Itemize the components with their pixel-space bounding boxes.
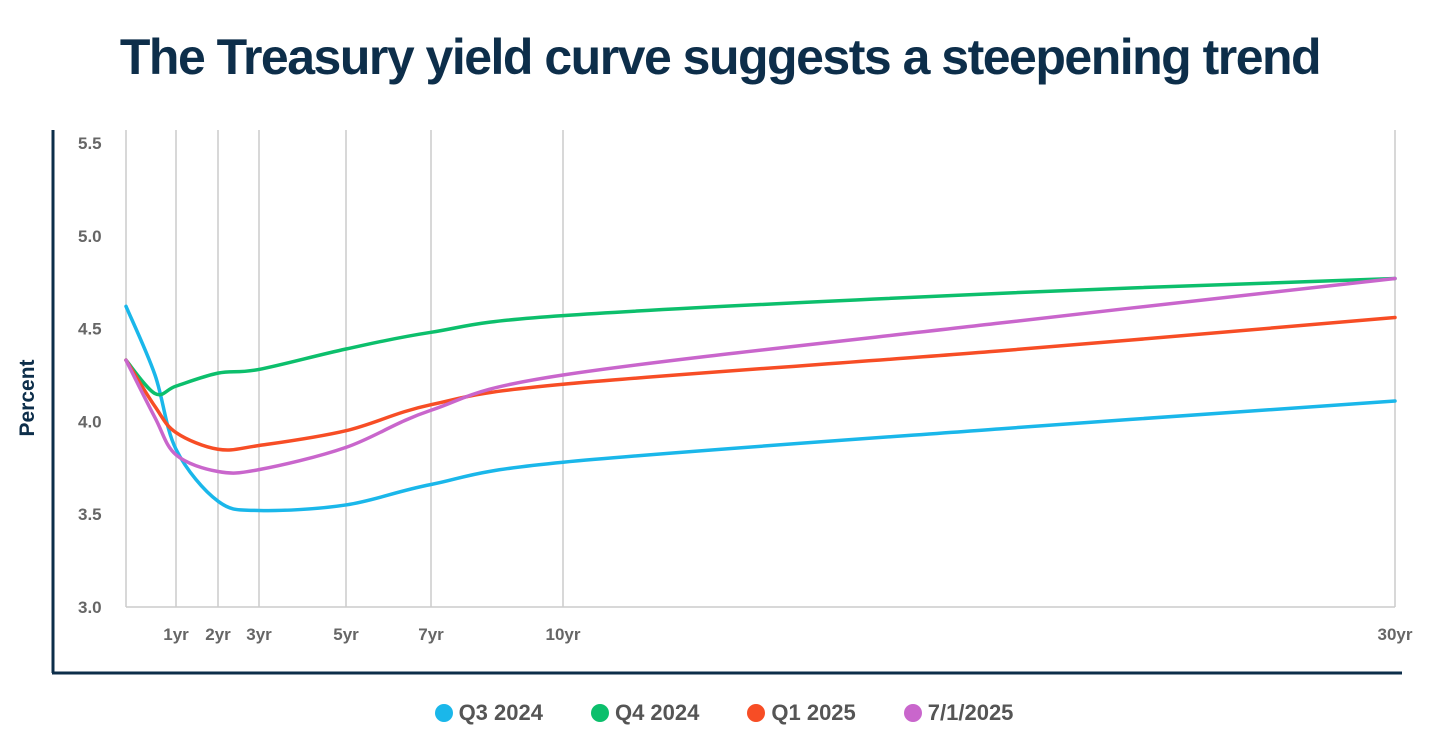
legend-dot-icon	[590, 704, 609, 722]
legend-label: 7/1/2025	[927, 700, 1014, 725]
x-tick-label: 3yr	[246, 625, 272, 644]
legend: Q3 2024 Q4 2024 Q1 2025 7/1/2025	[0, 700, 1440, 726]
legend-item: Q1 2025	[747, 700, 856, 726]
x-tick-label: 1yr	[163, 625, 189, 644]
legend-dot-icon	[903, 704, 922, 722]
y-tick-label: 3.0	[78, 598, 102, 617]
series-line-0	[124, 304, 1397, 513]
series-line-3	[124, 276, 1397, 475]
legend-dot-icon	[434, 704, 453, 722]
x-tick-label: 30yr	[1378, 625, 1413, 644]
y-axis-label: Percent	[16, 359, 39, 436]
legend-item: Q4 2024	[590, 700, 700, 726]
x-tick-label: 10yr	[546, 625, 581, 644]
y-tick-label: 4.0	[78, 412, 102, 431]
series-line-1	[124, 276, 1397, 397]
legend-label: Q3 2024	[458, 700, 543, 725]
legend-dot-icon	[747, 704, 766, 722]
y-tick-label: 5.0	[78, 227, 102, 246]
y-tick-label: 5.5	[78, 134, 102, 153]
y-tick-label: 4.5	[78, 320, 102, 339]
legend-label: Q4 2024	[614, 700, 700, 725]
x-tick-label: 5yr	[333, 625, 359, 644]
series-line-2	[124, 315, 1397, 452]
y-tick-label: 3.5	[78, 505, 102, 524]
x-tick-label: 7yr	[418, 625, 444, 644]
legend-label: Q1 2025	[771, 700, 856, 725]
chart-title: The Treasury yield curve suggests a stee…	[119, 29, 1322, 85]
x-tick-label: 2yr	[205, 625, 231, 644]
legend-item: 7/1/2025	[903, 700, 1014, 726]
legend-item: Q3 2024	[434, 700, 543, 726]
